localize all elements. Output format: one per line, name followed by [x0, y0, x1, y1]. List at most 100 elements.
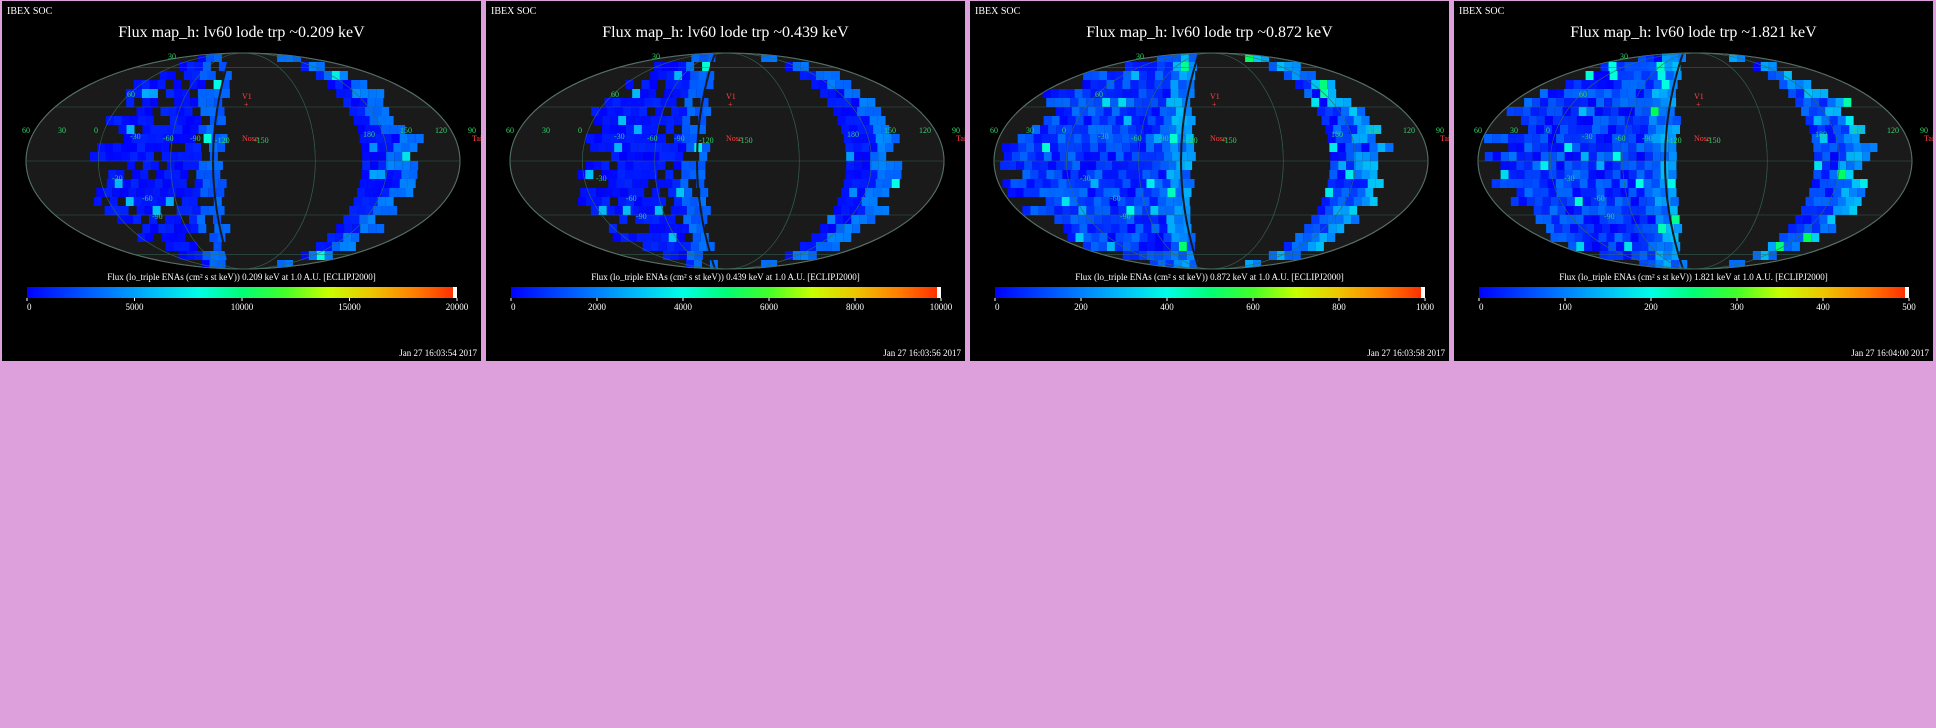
flux-cell: [198, 125, 207, 134]
flux-cell: [1500, 161, 1509, 170]
flux-cell: [1121, 134, 1130, 143]
flux-cell: [1803, 80, 1812, 89]
flux-cell: [1568, 116, 1577, 125]
flux-cell: [373, 206, 382, 215]
flux-cell: [1654, 197, 1663, 206]
flux-cell: [684, 98, 693, 107]
map-panel: IBEX SOC Flux map_h: lv60 lode trp ~1.821…: [1454, 1, 1933, 361]
colorbar: [1479, 287, 1909, 298]
flux-cell: [1559, 215, 1568, 224]
flux-cell: [1094, 206, 1103, 215]
flux-cell: [1608, 125, 1616, 134]
flux-cell: [223, 71, 232, 80]
flux-cell: [186, 62, 195, 71]
graticule-label: 90: [468, 126, 476, 135]
flux-cell: [586, 197, 594, 206]
graticule-label: 90: [952, 126, 960, 135]
timestamp-label: Jan 27 16:03:54 2017: [399, 348, 477, 358]
flux-cell: [386, 161, 395, 170]
flux-cell: [1150, 206, 1159, 215]
flux-cell: [609, 170, 618, 179]
flux-cell: [1311, 215, 1320, 224]
flux-cell: [1661, 206, 1670, 215]
flux-cell: [385, 197, 394, 206]
flux-cell: [1158, 215, 1167, 224]
flux-cell: [1606, 233, 1615, 242]
flux-cell: [702, 143, 711, 152]
flux-cell: [357, 188, 366, 197]
flux-cell: [682, 134, 690, 143]
flux-cell: [894, 161, 903, 170]
v1-point: +: [244, 100, 249, 109]
flux-cell: [1325, 125, 1334, 134]
graticule-label: -30: [614, 132, 625, 141]
flux-cell: [1110, 206, 1119, 215]
flux-cell: [120, 206, 129, 215]
nose-marker: Nose: [242, 134, 259, 143]
flux-cell: [383, 134, 392, 143]
flux-cell: [209, 116, 218, 125]
flux-cell: [401, 170, 410, 179]
flux-cell: [619, 152, 628, 161]
flux-cell: [1668, 170, 1677, 179]
flux-cell: [633, 125, 642, 134]
flux-cell: [1554, 107, 1563, 116]
flux-cell: [1629, 80, 1638, 89]
flux-cell: [353, 197, 362, 206]
flux-cell: [1135, 224, 1144, 233]
flux-cell: [1528, 125, 1536, 134]
flux-cell: [1173, 260, 1182, 269]
flux-cell: [1607, 215, 1616, 224]
flux-cell: [659, 152, 668, 161]
flux-cell: [632, 179, 641, 188]
flux-cell: [1311, 233, 1320, 242]
flux-cell: [1094, 98, 1103, 107]
flux-cell: [343, 215, 352, 224]
flux-cell: [1345, 116, 1354, 125]
flux-cell: [161, 152, 170, 161]
flux-cell: [1506, 107, 1515, 116]
graticule-label: -60: [1131, 134, 1142, 143]
flux-cell: [1175, 188, 1184, 197]
flux-cell: [1295, 233, 1304, 242]
flux-cell: [873, 206, 882, 215]
flux-cell: [214, 161, 223, 170]
flux-cell: [1587, 89, 1596, 98]
flux-cell: [1178, 89, 1187, 98]
graticule-label: 0: [94, 126, 98, 135]
flux-cell: [1628, 188, 1637, 197]
flux-cell: [1518, 197, 1527, 206]
flux-cell: [331, 242, 340, 251]
graticule-label: -60: [163, 134, 174, 143]
flux-cell: [630, 143, 639, 152]
flux-cell: [626, 134, 634, 143]
flux-cell: [1043, 152, 1052, 161]
flux-cell: [679, 107, 688, 116]
flux-cell: [1556, 170, 1565, 179]
flux-cell: [336, 224, 345, 233]
flux-cell: [1170, 89, 1179, 98]
flux-cell: [697, 80, 706, 89]
flux-cell: [1809, 107, 1818, 116]
flux-cell: [1120, 161, 1129, 170]
flux-cell: [126, 125, 135, 134]
flux-cell: [1805, 197, 1814, 206]
flux-cell: [1516, 134, 1525, 143]
flux-cell: [1106, 80, 1115, 89]
flux-cell: [827, 215, 836, 224]
flux-cell: [214, 224, 223, 233]
flux-cell: [1040, 125, 1049, 134]
flux-cell: [668, 98, 677, 107]
flux-cell: [218, 62, 227, 71]
flux-cell: [1636, 161, 1645, 170]
flux-cell: [680, 179, 689, 188]
flux-cell: [145, 152, 154, 161]
flux-cell: [216, 107, 225, 116]
flux-cell: [192, 188, 201, 197]
flux-cell: [1074, 89, 1083, 98]
flux-cell: [1329, 116, 1338, 125]
flux-cell: [1111, 188, 1120, 197]
flux-cell: [147, 134, 156, 143]
flux-cell: [1154, 242, 1163, 251]
flux-cell: [1668, 152, 1677, 161]
